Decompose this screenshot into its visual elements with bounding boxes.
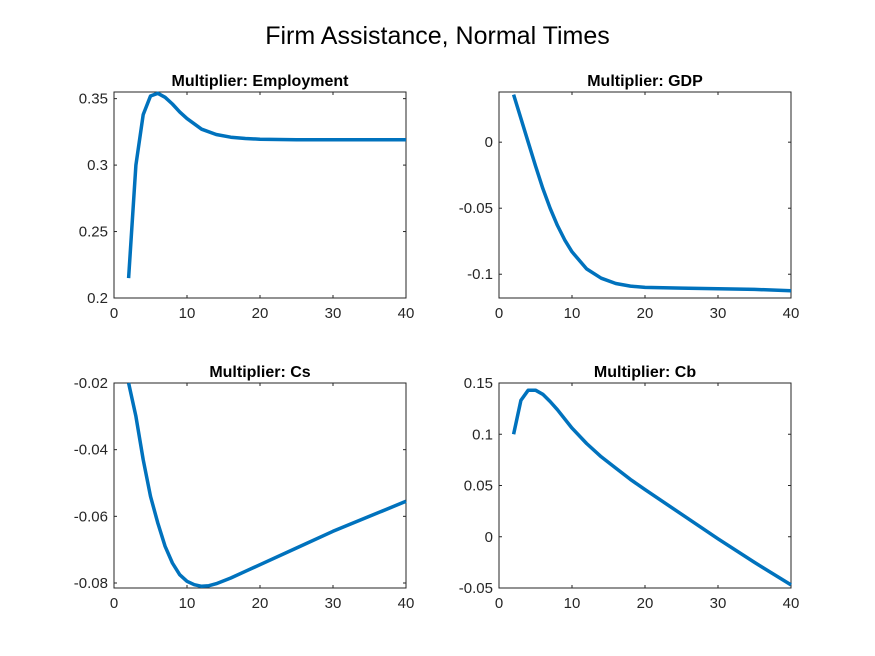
series-line <box>511 94 792 293</box>
x-tick-label: 30 <box>710 595 727 612</box>
y-tick-label: 0.05 <box>464 478 493 495</box>
y-tick-label: -0.1 <box>467 266 493 283</box>
y-tick-label: 0 <box>485 134 493 151</box>
y-tick-label: 0 <box>485 529 493 546</box>
subplot-title: Multiplier: Cb <box>594 364 696 381</box>
x-tick-label: 10 <box>564 305 581 322</box>
series-line <box>126 382 407 589</box>
subplot-1: Multiplier: Employment 0 10 20 30 40 0.2 0.25 0.… <box>79 73 415 322</box>
x-tick-label: 10 <box>179 305 196 322</box>
x-tick-label: 10 <box>564 595 581 612</box>
series-line <box>126 91 406 279</box>
y-tick-label: -0.08 <box>74 575 108 592</box>
y-tick-label: 0.2 <box>87 290 108 307</box>
x-tick-label: 20 <box>637 595 654 612</box>
y-tick-label: -0.04 <box>74 442 108 459</box>
y-tick-label: 0.35 <box>79 91 108 108</box>
x-tick-label: 20 <box>252 595 269 612</box>
subplot-title: Multiplier: GDP <box>587 73 703 90</box>
x-tick-label: 40 <box>783 305 800 322</box>
y-tick-label: 0.25 <box>79 224 108 241</box>
x-tick-label: 30 <box>710 305 727 322</box>
subplot-2: Multiplier: GDP 0 10 20 30 40 -0.1 -0.05 0 <box>459 73 800 322</box>
x-tick-label: 40 <box>398 595 415 612</box>
figure-title: Firm Assistance, Normal Times <box>265 22 610 50</box>
x-tick-label: 40 <box>783 595 800 612</box>
y-tick-label: -0.02 <box>74 375 108 392</box>
x-tick-label: 10 <box>179 595 196 612</box>
x-tick-label: 0 <box>110 595 118 612</box>
subplot-title: Multiplier: Employment <box>172 73 350 90</box>
x-tick-label: 30 <box>325 305 342 322</box>
subplot-3: Multiplier: Cs 0 10 20 30 40 -0.08 -0.06 -0.04 -0… <box>74 364 415 612</box>
y-tick-label: 0.15 <box>464 375 493 392</box>
subplot-grid: Multiplier: Employment 0 10 20 30 40 0.2 0.25 0.… <box>74 73 800 612</box>
y-tick-label: 0.3 <box>87 157 108 174</box>
plot-area <box>113 91 407 299</box>
x-tick-label: 20 <box>637 305 654 322</box>
subplot-title: Multiplier: Cs <box>209 364 310 381</box>
y-tick-label: -0.05 <box>459 580 493 597</box>
y-tick-label: -0.06 <box>74 508 108 525</box>
series-line <box>511 388 792 587</box>
x-tick-label: 20 <box>252 305 269 322</box>
x-tick-label: 40 <box>398 305 415 322</box>
plot-area <box>113 382 407 589</box>
x-tick-label: 0 <box>495 595 503 612</box>
x-tick-label: 30 <box>325 595 342 612</box>
plot-area <box>498 91 792 299</box>
x-tick-label: 0 <box>110 305 118 322</box>
y-tick-label: 0.1 <box>472 426 493 443</box>
x-tick-label: 0 <box>495 305 503 322</box>
y-tick-label: -0.05 <box>459 200 493 217</box>
